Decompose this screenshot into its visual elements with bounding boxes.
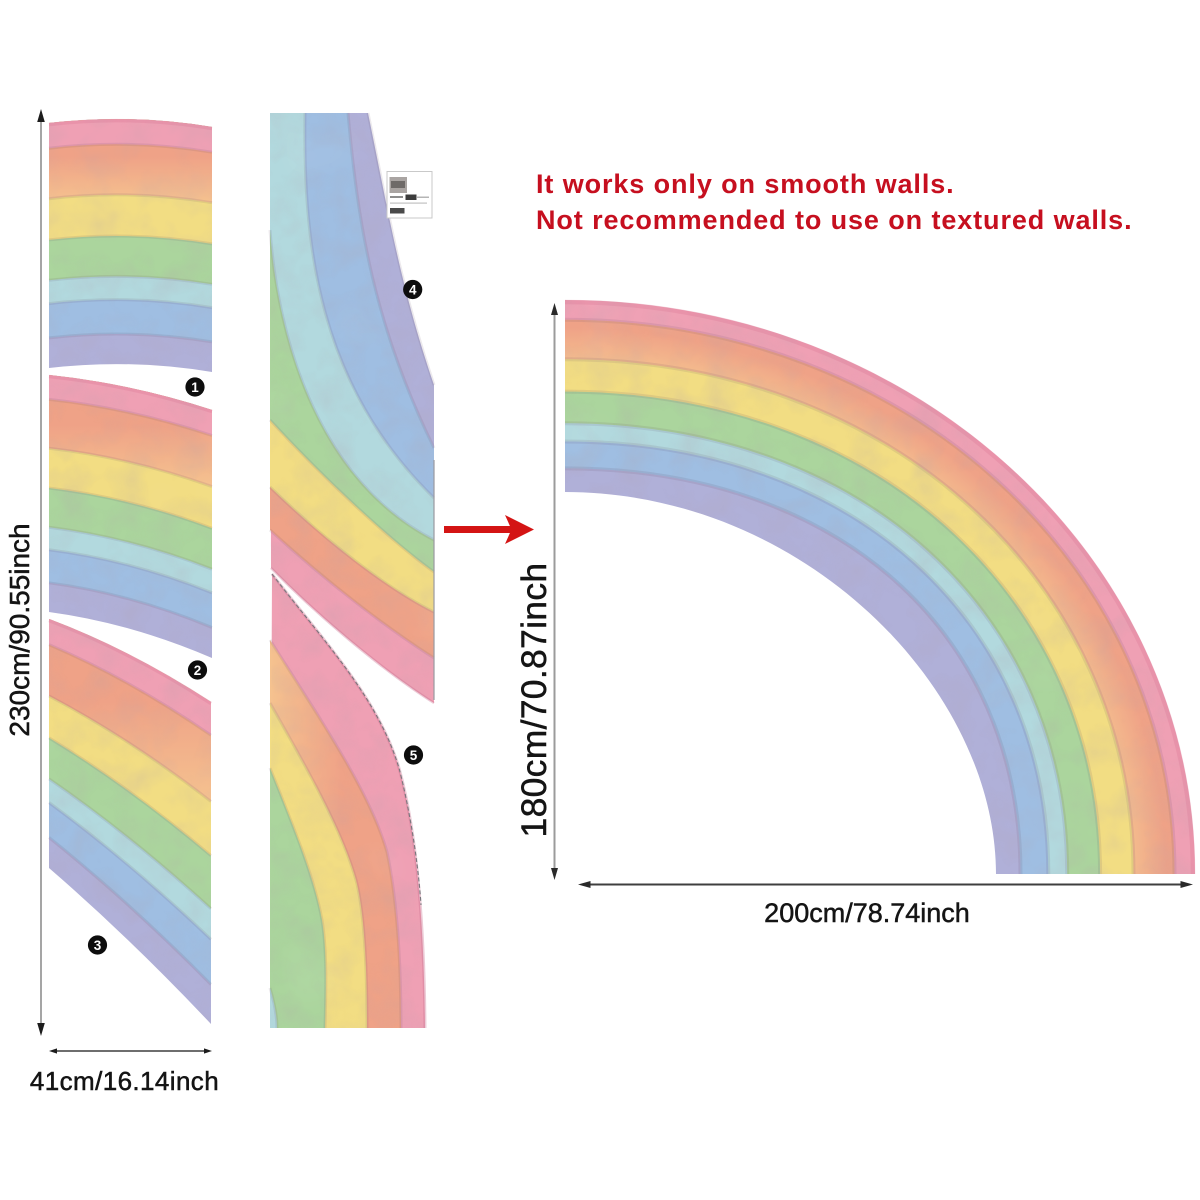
- svg-text:180cm/70.87inch: 180cm/70.87inch: [514, 563, 554, 838]
- svg-text:4: 4: [409, 282, 417, 297]
- svg-text:5: 5: [410, 748, 418, 763]
- svg-text:Not recommended to use on text: Not recommended to use on textured walls…: [536, 205, 1133, 235]
- svg-text:3: 3: [94, 938, 102, 953]
- svg-text:230cm/90.55inch: 230cm/90.55inch: [4, 523, 35, 736]
- svg-text:41cm/16.14inch: 41cm/16.14inch: [30, 1066, 219, 1096]
- svg-text:1: 1: [191, 380, 199, 395]
- svg-text:200cm/78.74inch: 200cm/78.74inch: [764, 898, 970, 928]
- svg-text:It works only on smooth walls.: It works only on smooth walls.: [536, 169, 955, 199]
- svg-text:2: 2: [194, 663, 202, 678]
